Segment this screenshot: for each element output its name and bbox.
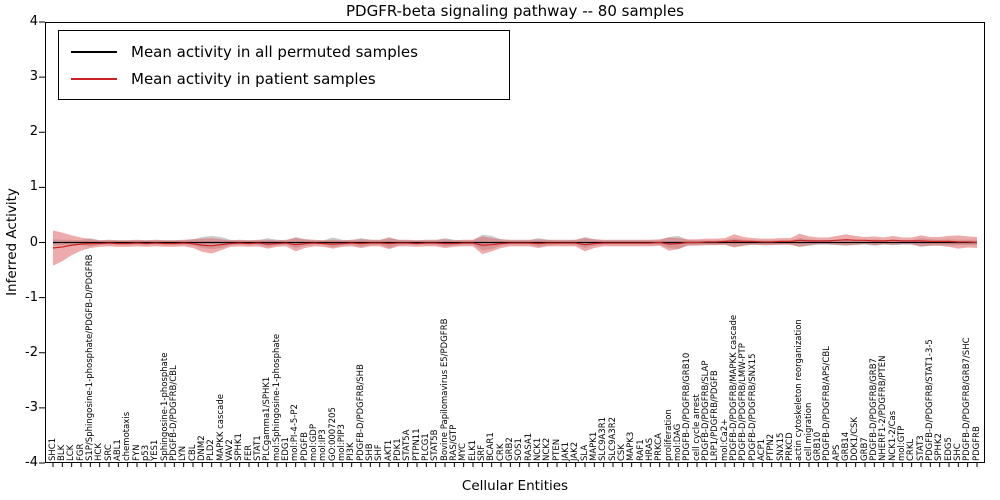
y-tick-label: 4	[29, 14, 38, 29]
x-tick-label: MAPK3	[626, 431, 637, 461]
y-tick-label: -1	[25, 289, 38, 305]
x-tick-label: NCK2	[542, 437, 553, 461]
legend: Mean activity in all permuted samples Me…	[58, 30, 510, 100]
y-tick-label: -2	[25, 344, 38, 360]
x-axis-label: Cellular Entities	[461, 478, 569, 494]
x-tick-label: PDGFRB	[971, 426, 982, 461]
x-tick-label: SPHK2	[934, 433, 945, 461]
x-tick-label: PDGFB-D/PDGFRB/GRB7/SHC	[962, 337, 973, 461]
y-tick-label: -3	[25, 399, 38, 415]
x-tick-label: SHF	[374, 444, 385, 461]
x-tick-label: STAT5B	[430, 429, 441, 461]
x-tick-label: SLC9A3R1	[598, 416, 609, 461]
x-tick-label: NHERF1-2/PDGFRB/PTEN	[878, 355, 889, 461]
x-tick-label: PDGFB-D/PDGFRB/LMW-PTP	[738, 343, 749, 461]
x-tick-label: PLCgamma1/SPHK1	[262, 376, 273, 461]
chart-title: PDGFR-beta signaling pathway -- 80 sampl…	[345, 2, 684, 20]
x-tick-label: YES1	[150, 439, 161, 461]
x-tick-label: PTPN2	[766, 433, 777, 461]
x-tick-label: BCAR1	[486, 432, 497, 461]
patient-line-swatch	[71, 77, 117, 80]
legend-entry-permuted: Mean activity in all permuted samples	[71, 38, 497, 65]
x-tick-label: LCK	[66, 444, 77, 461]
x-tick-label: mol:IP3	[318, 429, 329, 461]
x-tick-label: PLD2	[206, 439, 217, 461]
x-tick-label: actin cytoskeleton reorganization	[794, 319, 805, 461]
x-tick-label: JAK2	[570, 441, 581, 461]
x-tick-label: STAT5A	[402, 429, 413, 462]
legend-label-permuted: Mean activity in all permuted samples	[131, 42, 418, 61]
y-tick-label: -4	[25, 455, 38, 470]
y-tick-label: 1	[29, 179, 38, 195]
x-tick-label: SOS1	[514, 438, 525, 461]
x-tick-label: LYN	[178, 445, 189, 461]
x-tick-label: HCK	[94, 443, 105, 461]
y-tick-label: 2	[29, 124, 38, 140]
y-tick-label: 3	[29, 69, 38, 85]
x-tick-label: chemotaxis	[122, 411, 133, 461]
x-tick-label: PDGFB-D/PDGFRB/APS/CBL	[822, 346, 833, 461]
legend-entry-patient: Mean activity in patient samples	[71, 65, 497, 92]
x-tick-label: MYC	[458, 443, 469, 461]
x-tick-label: S1P/Sphingosine-1-phosphate/PDGFB-D/PDGF…	[84, 254, 95, 461]
x-tick-label: PI3K	[346, 442, 357, 461]
x-tick-label: LRP1/PDGFRB/PDGFB	[710, 370, 721, 461]
legend-label-patient: Mean activity in patient samples	[131, 69, 376, 88]
permuted-line-swatch	[71, 50, 117, 53]
x-tick-label: mol:PI-4-5-P2	[290, 404, 301, 461]
y-tick-label: 0	[29, 234, 38, 250]
x-tick-label: SPHK1	[234, 433, 245, 461]
x-tick-label: CRKL	[906, 438, 917, 461]
x-tick-label: PDGFB-D/PDGFRB/GRB10	[682, 352, 693, 461]
x-tick-label: DOK1/CSK	[850, 417, 861, 461]
x-tick-label: PRKCA	[654, 433, 665, 461]
